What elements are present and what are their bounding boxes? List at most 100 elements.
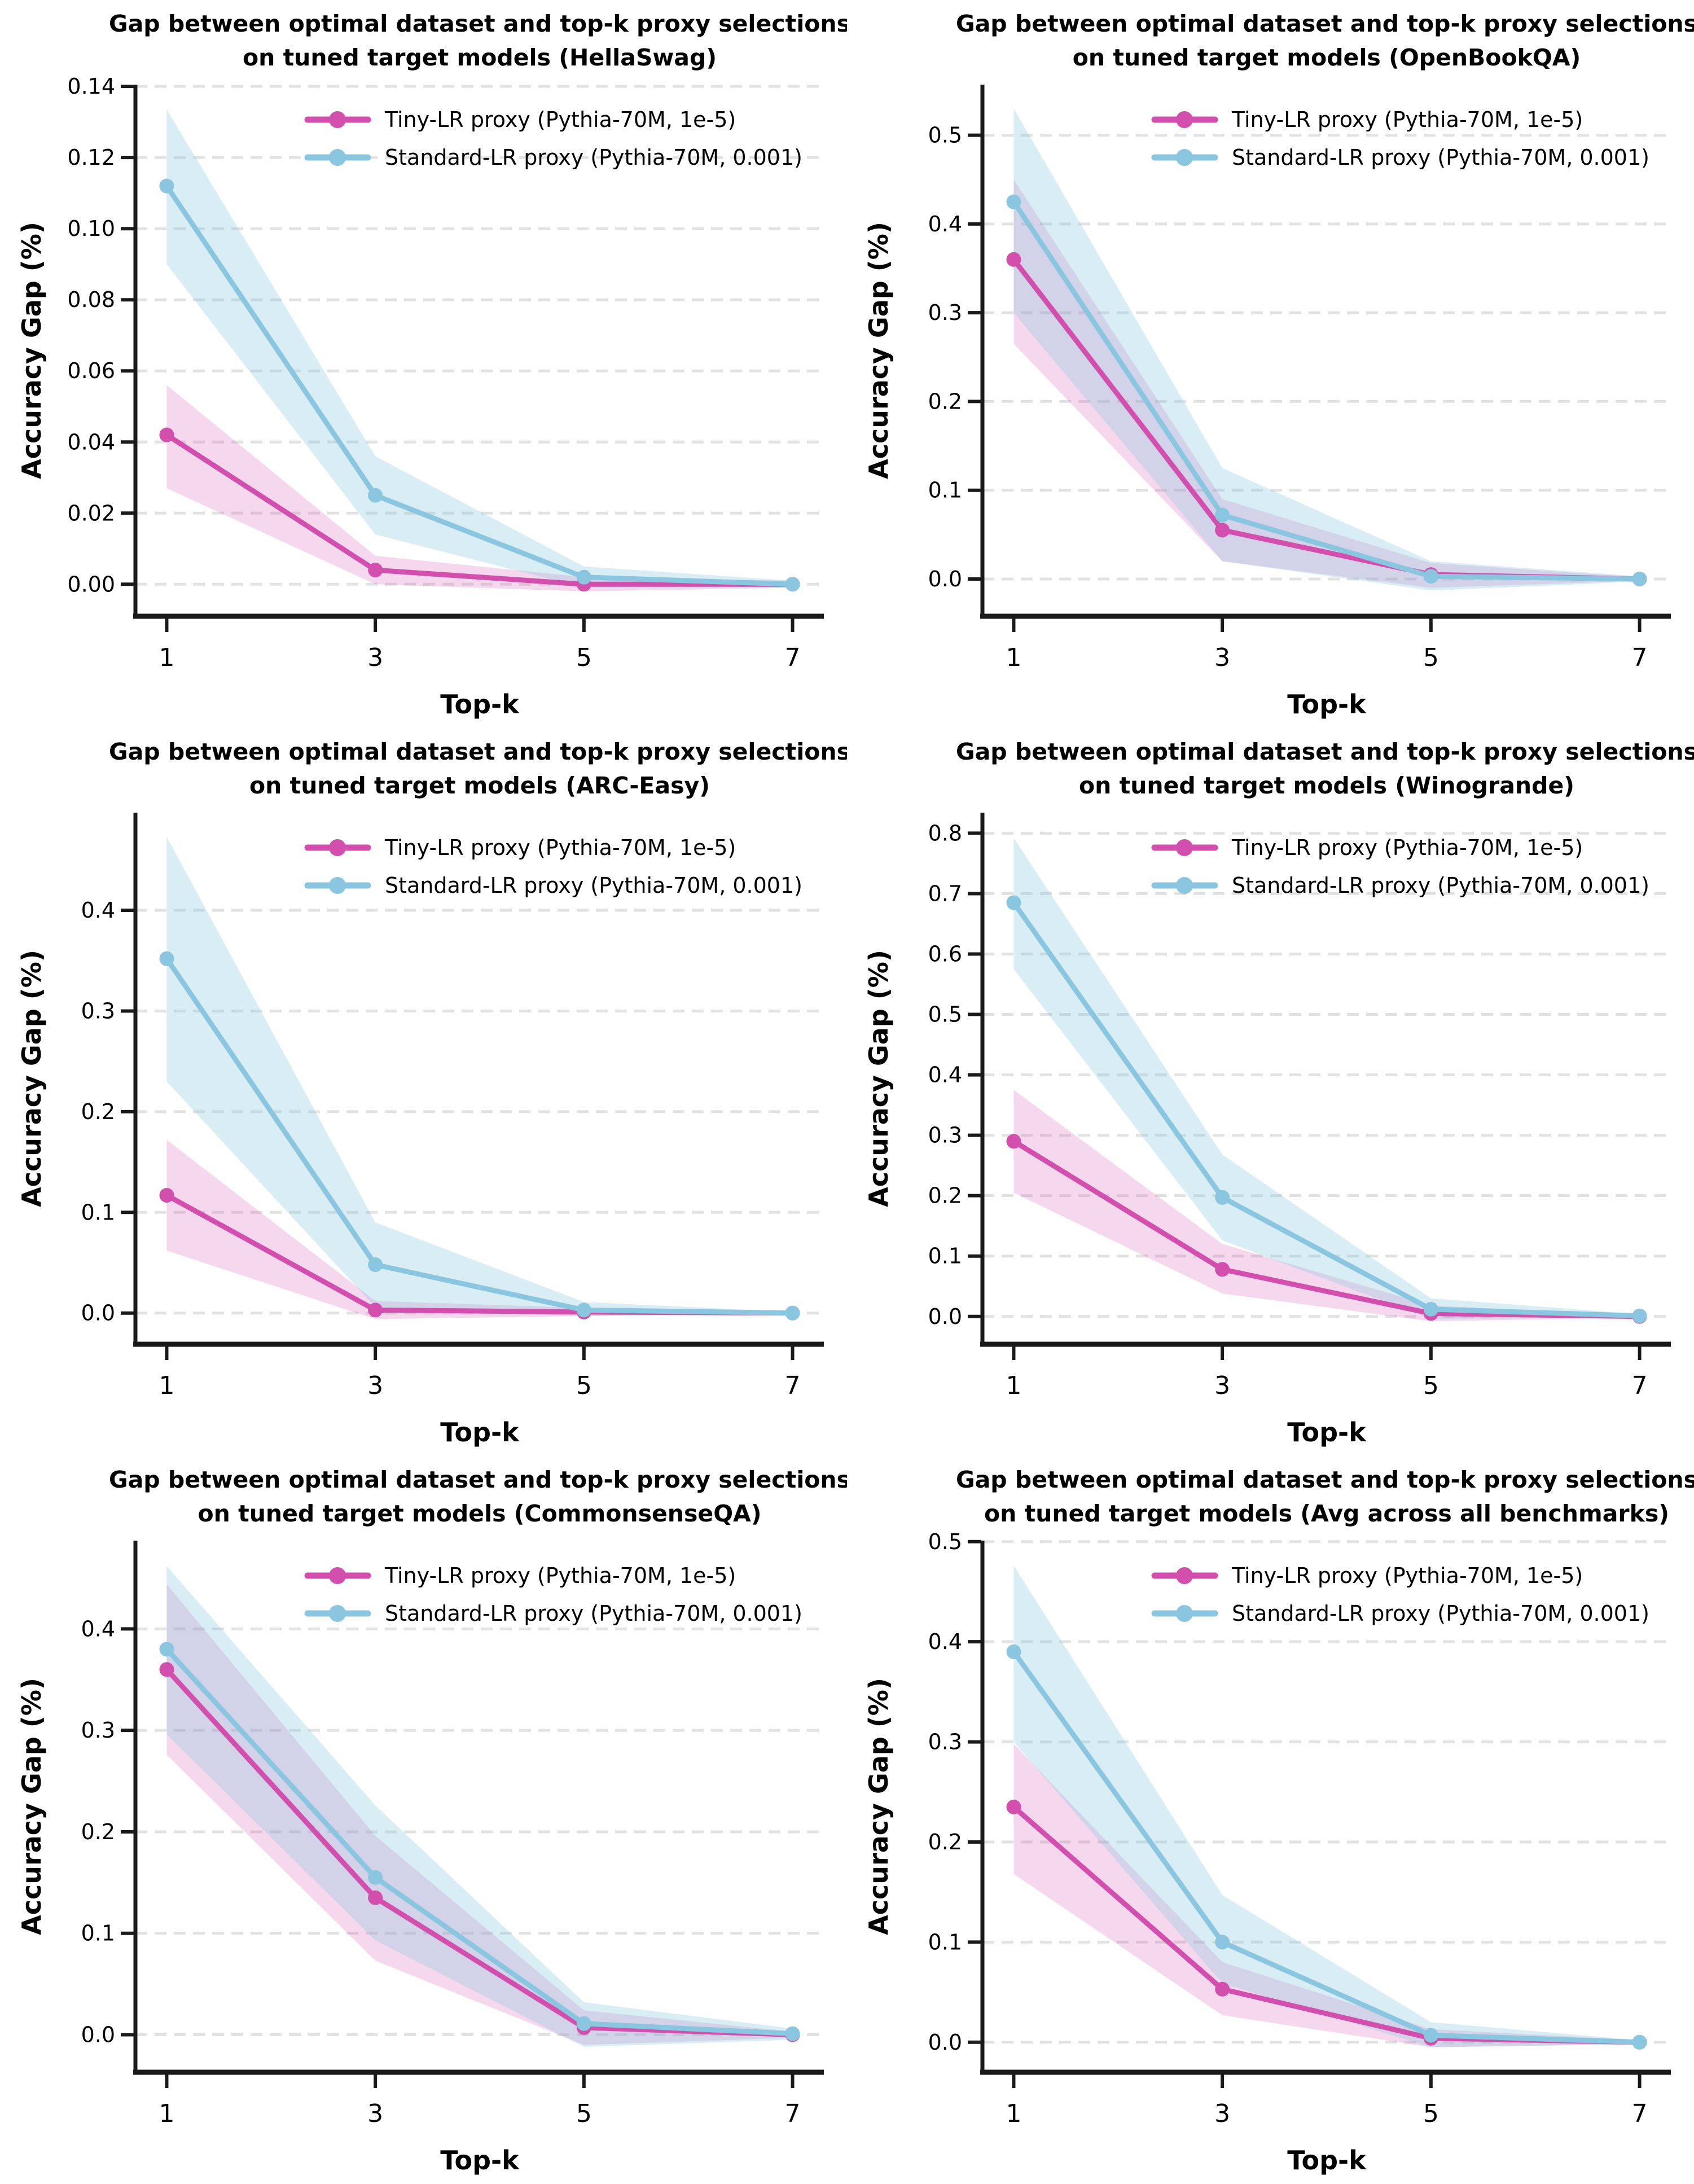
y-tick-label: 0.1 [928, 478, 962, 503]
legend-label: Tiny-LR proxy (Pythia-70M, 1e-5) [1231, 1563, 1583, 1588]
chart-hellaswag: 0.00 0.02 0.04 0.06 0.08 0.10 0.12 0.14 1 3 5 7 Gap … [0, 0, 847, 728]
chart-arc-easy: 0.0 0.1 0.2 0.3 0.4 1 3 5 7 Gap between optimal d… [0, 728, 847, 1456]
legend-label: Tiny-LR proxy (Pythia-70M, 1e-5) [384, 835, 736, 860]
axes: 0.0 0.1 0.2 0.3 0.4 0.5 1 3 5 7 [928, 1529, 1671, 2128]
confidence-band-tiny-lr [166, 385, 793, 591]
chart-title-line1: Gap between optimal dataset and top-k pr… [956, 1466, 1694, 1493]
x-tick-label: 5 [1423, 643, 1439, 672]
series-line [164, 956, 796, 1316]
x-tick-label: 1 [159, 1371, 174, 1400]
data-point [1215, 1262, 1230, 1277]
y-tick-label: 0.2 [81, 1819, 115, 1844]
y-tick-label: 0.3 [81, 998, 115, 1023]
data-point [159, 1187, 174, 1203]
data-point [1632, 2034, 1647, 2050]
confidence-band-standard-lr [166, 109, 793, 588]
axes: 0.0 0.1 0.2 0.3 0.4 0.5 1 3 5 7 [928, 85, 1671, 672]
legend-label: Tiny-LR proxy (Pythia-70M, 1e-5) [384, 107, 736, 132]
x-tick-label: 1 [159, 2099, 174, 2128]
chart-title-line2: on tuned target models (HellaSwag) [243, 44, 717, 71]
data-point [1632, 571, 1647, 586]
legend-item-tiny-lr: Tiny-LR proxy (Pythia-70M, 1e-5) [304, 835, 736, 860]
y-tick-label: 0.14 [67, 74, 115, 99]
legend: Tiny-LR proxy (Pythia-70M, 1e-5) Standard… [1151, 107, 1649, 170]
legend-item-standard-lr: Standard-LR proxy (Pythia-70M, 0.001) [304, 873, 802, 898]
series-standard-lr [159, 178, 800, 592]
y-tick-label: 0.0 [81, 1301, 115, 1326]
data-point [368, 1890, 383, 1905]
y-tick-label: 0.4 [81, 1616, 115, 1641]
legend: Tiny-LR proxy (Pythia-70M, 1e-5) Standard… [304, 107, 802, 170]
data-point [1423, 569, 1438, 584]
chart-svg-hellaswag: 0.00 0.02 0.04 0.06 0.08 0.10 0.12 0.14 1 3 5 7 Gap … [16, 10, 847, 720]
legend: Tiny-LR proxy (Pythia-70M, 1e-5) Standard… [1151, 835, 1649, 898]
y-tick-label: 0.3 [81, 1718, 115, 1743]
legend-label: Standard-LR proxy (Pythia-70M, 0.001) [1232, 1601, 1649, 1626]
data-point [159, 178, 174, 194]
y-tick-label: 0.2 [928, 1830, 962, 1854]
x-tick-label: 3 [367, 1371, 383, 1400]
series-standard-lr [159, 1642, 800, 2041]
data-point [1006, 252, 1021, 267]
x-tick-label: 3 [1214, 1371, 1230, 1400]
x-tick-label: 3 [1214, 2099, 1230, 2128]
chart-svg-openbookqa: 0.0 0.1 0.2 0.3 0.4 0.5 1 3 5 7 Gap between optima… [863, 10, 1694, 720]
series-line [164, 1646, 796, 2037]
x-tick-label: 5 [576, 1371, 592, 1400]
chart-avg-benchmarks: 0.0 0.1 0.2 0.3 0.4 0.5 1 3 5 7 Gap between optima… [847, 1456, 1694, 2184]
y-tick-label: 0.08 [67, 287, 115, 312]
chart-title-line2: on tuned target models (Winogrande) [1079, 772, 1574, 799]
legend-label: Tiny-LR proxy (Pythia-70M, 1e-5) [384, 1563, 736, 1588]
legend-marker-icon [1176, 877, 1193, 894]
chart-title-line1: Gap between optimal dataset and top-k pr… [956, 738, 1694, 765]
y-tick-label: 0.4 [81, 898, 115, 923]
data-point [1006, 1134, 1021, 1149]
y-tick-label: 0.3 [928, 1123, 962, 1148]
x-axis-label: Top-k [1287, 1417, 1367, 1448]
x-tick-label: 1 [1006, 2099, 1021, 2128]
data-point [785, 577, 800, 592]
x-axis-label: Top-k [1287, 689, 1367, 720]
legend-item-standard-lr: Standard-LR proxy (Pythia-70M, 0.001) [1151, 145, 1649, 170]
y-tick-label: 0.5 [928, 123, 962, 148]
y-tick-label: 0.0 [928, 567, 962, 591]
legend-marker-icon [1176, 839, 1193, 856]
legend-item-standard-lr: Standard-LR proxy (Pythia-70M, 0.001) [1151, 1601, 1649, 1626]
series-standard-lr [1006, 895, 1647, 1323]
chart-title-line1: Gap between optimal dataset and top-k pr… [109, 10, 847, 37]
confidence-band-standard-lr [1013, 837, 1640, 1319]
x-axis-label: Top-k [440, 1417, 520, 1448]
x-tick-label: 3 [367, 2099, 383, 2128]
data-point [159, 427, 174, 442]
y-tick-label: 0.4 [928, 1629, 962, 1654]
legend: Tiny-LR proxy (Pythia-70M, 1e-5) Standard… [304, 1563, 802, 1626]
data-point [368, 1302, 383, 1318]
y-tick-label: 0.4 [928, 212, 962, 236]
legend-item-tiny-lr: Tiny-LR proxy (Pythia-70M, 1e-5) [1151, 1563, 1583, 1588]
confidence-band-standard-lr [1013, 108, 1640, 591]
data-point [785, 1305, 800, 1321]
y-tick-label: 0.1 [81, 1921, 115, 1946]
data-point [576, 569, 591, 585]
chart-title-line2: on tuned target models (OpenBookQA) [1073, 44, 1581, 71]
x-tick-label: 7 [785, 643, 801, 672]
data-point [576, 2016, 591, 2031]
confidence-band-tiny-lr [1013, 1744, 1640, 2047]
legend-item-tiny-lr: Tiny-LR proxy (Pythia-70M, 1e-5) [1151, 835, 1583, 860]
legend-marker-icon [329, 1605, 346, 1622]
chart-commonsenseqa: 0.0 0.1 0.2 0.3 0.4 1 3 5 7 Gap between optimal d… [0, 1456, 847, 2184]
chart-title-line2: on tuned target models (Avg across all b… [984, 1500, 1669, 1527]
y-tick-label: 0.12 [67, 145, 115, 170]
series-line [1011, 199, 1643, 582]
y-tick-label: 0.4 [928, 1063, 962, 1087]
data-point [1006, 1799, 1021, 1814]
confidence-band-tiny-lr [1013, 179, 1640, 588]
legend-marker-icon [329, 1567, 346, 1584]
y-tick-label: 0.3 [928, 1730, 962, 1755]
data-point [1215, 1935, 1230, 1950]
y-tick-label: 0.1 [81, 1200, 115, 1225]
legend-marker-icon [1176, 1605, 1193, 1622]
legend-label: Standard-LR proxy (Pythia-70M, 0.001) [1232, 145, 1649, 170]
y-tick-label: 0.1 [928, 1929, 962, 1954]
